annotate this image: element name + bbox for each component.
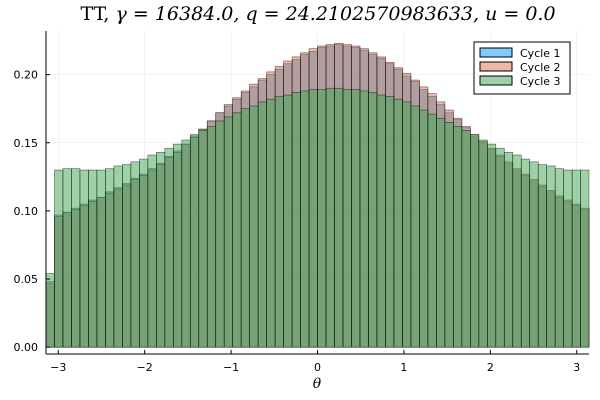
legend-label: Cycle 2 (520, 61, 561, 74)
bar (274, 96, 284, 348)
y-tick-label: 0.15 (14, 137, 39, 150)
bar (54, 169, 64, 348)
series-3 (45, 87, 590, 348)
bar (181, 139, 191, 348)
x-tick-label: −1 (223, 361, 239, 374)
bar (130, 161, 140, 348)
y-tick-label: 0.10 (14, 205, 39, 218)
x-axis-label: θ (313, 376, 322, 392)
bar (478, 139, 488, 348)
y-tick-label: 0.05 (14, 273, 39, 286)
bar (529, 161, 539, 348)
bar (249, 105, 259, 348)
legend-label: Cycle 3 (520, 75, 561, 88)
bar (189, 134, 200, 348)
bar (45, 273, 55, 348)
bar (385, 96, 395, 348)
x-axis-ticks: −3 −2 −1 0 1 2 3 (50, 350, 580, 374)
bar (291, 92, 301, 348)
bar (198, 130, 208, 348)
chart-title: TT, γ = 16384.0, q = 24.2102570983633, u… (80, 3, 555, 25)
bar (520, 158, 531, 348)
bar (139, 158, 149, 348)
histogram-bars (45, 42, 590, 348)
bar (486, 143, 497, 348)
bar (537, 164, 548, 348)
bar (580, 169, 590, 348)
bar (122, 164, 132, 348)
bar (351, 89, 361, 348)
bar (113, 165, 123, 348)
bar (368, 92, 378, 348)
legend-swatch (479, 61, 513, 72)
bar (427, 113, 437, 348)
x-tick-label: 1 (400, 361, 407, 374)
bar (334, 87, 344, 348)
bar (62, 168, 72, 348)
bar (376, 94, 386, 348)
bar (470, 134, 480, 348)
bar (88, 169, 98, 348)
bar (164, 147, 174, 348)
bar (546, 165, 556, 348)
bar (283, 94, 293, 348)
bar (79, 169, 89, 348)
bar (223, 116, 234, 348)
bar (206, 126, 217, 348)
bar (393, 98, 403, 348)
bar (359, 90, 369, 348)
bar (147, 154, 157, 348)
bar (232, 112, 242, 348)
bar (444, 122, 454, 348)
bar (495, 147, 505, 348)
bar (461, 130, 471, 348)
x-tick-label: 2 (487, 361, 494, 374)
y-tick-label: 0.20 (14, 69, 39, 82)
y-axis-ticks: 0.00 0.05 0.10 0.15 0.20 (14, 69, 50, 354)
bar (317, 89, 327, 348)
x-tick-label: −3 (50, 361, 66, 374)
legend-label: Cycle 1 (520, 47, 561, 60)
bar (436, 117, 446, 348)
bar (172, 143, 183, 348)
x-tick-label: 3 (573, 361, 580, 374)
bar (419, 109, 429, 348)
bar (563, 169, 573, 348)
bar (71, 168, 81, 348)
bar (453, 126, 463, 348)
bar (325, 87, 335, 348)
bar (554, 168, 564, 348)
bar (96, 169, 106, 348)
bar (240, 108, 250, 348)
legend-swatch (479, 75, 513, 86)
bar (215, 120, 225, 348)
bar (512, 154, 522, 348)
bar (402, 101, 412, 348)
bar (410, 105, 420, 348)
bar (156, 151, 166, 348)
y-tick-label: 0.00 (14, 341, 39, 354)
bar (105, 168, 115, 348)
x-tick-label: 0 (314, 361, 321, 374)
x-tick-label: −2 (137, 361, 153, 374)
bar (266, 98, 276, 348)
bar (503, 151, 514, 348)
bar (342, 89, 352, 348)
bar (257, 101, 267, 348)
bar (308, 89, 318, 348)
legend-swatch (479, 47, 513, 58)
bar (300, 90, 310, 348)
bar (571, 169, 581, 348)
